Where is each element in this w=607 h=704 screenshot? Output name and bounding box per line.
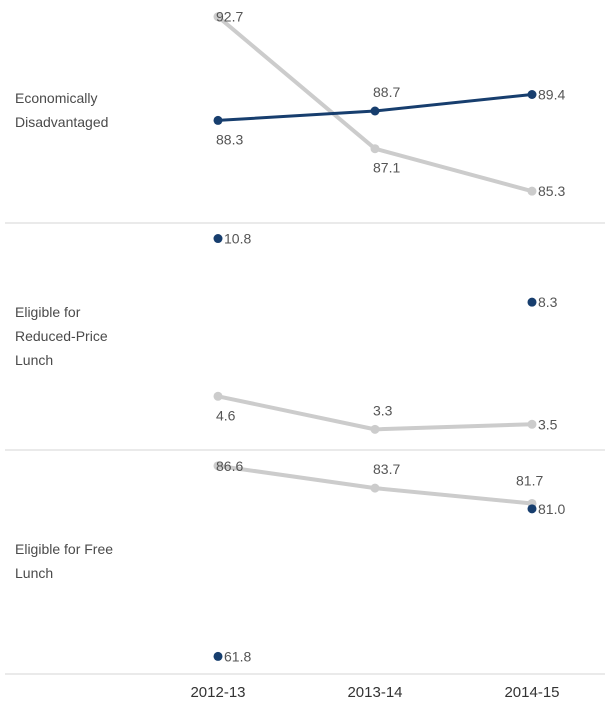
panel-label-0-line-1: Disadvantaged	[15, 114, 108, 130]
panel-label-1-line-2: Lunch	[15, 352, 53, 368]
x-tick-label-2: 2014-15	[504, 684, 559, 701]
data-label-p1-light-1: 3.3	[373, 402, 393, 418]
series-line-p1-light-seg-0	[216, 394, 377, 432]
point-p0-light-2	[527, 186, 537, 196]
panel-separators	[5, 222, 605, 675]
data-label-p1-dark-2: 8.3	[538, 294, 558, 310]
data-label-p2-dark-0: 61.8	[224, 648, 251, 664]
series-layer	[213, 12, 537, 661]
data-label-p2-light-0: 86.6	[216, 458, 243, 474]
panel-label-0-line-0: Economically	[15, 90, 97, 106]
point-p1-light-0	[213, 391, 223, 401]
point-p2-light-1	[370, 483, 380, 493]
point-p1-dark-2	[527, 297, 537, 307]
point-p1-dark-0	[213, 234, 223, 244]
data-label-p0-dark-0: 88.3	[216, 131, 243, 147]
x-tick-label-0: 2012-13	[190, 684, 245, 701]
panel-label-2-line-1: Lunch	[15, 565, 53, 581]
data-label-p2-dark-2: 81.0	[538, 501, 565, 517]
point-p2-dark-2	[527, 504, 537, 514]
point-p0-dark-2	[527, 90, 537, 99]
data-label-p1-light-2: 3.5	[538, 416, 558, 432]
panel-labels: Economically Disadvantaged Eligible for Red…	[15, 90, 113, 581]
data-label-p0-light-2: 85.3	[538, 183, 565, 199]
point-p2-light-0	[213, 461, 223, 471]
data-label-p0-dark-1: 88.7	[373, 84, 400, 100]
series-line-p0-light-seg-0	[216, 14, 377, 151]
panel-label-1-line-1: Reduced-Price	[15, 328, 108, 344]
panel-label-1-line-0: Eligible for	[15, 304, 81, 320]
point-p0-light-0	[213, 12, 223, 22]
series-line-p2-light-seg-0	[216, 463, 377, 491]
point-p0-light-1	[370, 144, 380, 154]
data-label-p1-light-0: 4.6	[216, 407, 236, 423]
data-label-p0-light-1: 87.1	[373, 160, 400, 176]
series-line-p2-light-seg-1	[373, 486, 534, 506]
series-line-p0-dark-seg-0	[216, 109, 377, 122]
point-p0-dark-1	[370, 106, 380, 116]
point-p1-light-1	[370, 424, 380, 434]
data-label-p2-light-2: 81.7	[516, 472, 543, 488]
series-line-p1-light-seg-1	[373, 422, 534, 432]
x-axis: 2012-13 2013-14 2014-15	[190, 684, 559, 701]
series-line-p0-dark-seg-1	[373, 93, 534, 113]
point-p1-light-2	[527, 419, 537, 429]
data-label-p1-dark-0: 10.8	[224, 231, 251, 247]
series-line-p0-light-seg-1	[373, 146, 534, 194]
data-label-p2-light-1: 83.7	[373, 461, 400, 477]
point-p2-dark-0	[213, 651, 223, 661]
data-label-p0-light-0: 92.7	[216, 9, 243, 25]
data-label-p0-dark-2: 89.4	[538, 87, 565, 103]
x-tick-label-1: 2013-14	[347, 684, 402, 701]
data-labels: 88.3 88.7 89.4 92.7 87.1 85.3 10.8 8.3 4.6 3.3 3.5…	[216, 9, 565, 665]
point-p0-dark-0	[213, 115, 223, 125]
panel-label-2-line-0: Eligible for Free	[15, 541, 113, 557]
